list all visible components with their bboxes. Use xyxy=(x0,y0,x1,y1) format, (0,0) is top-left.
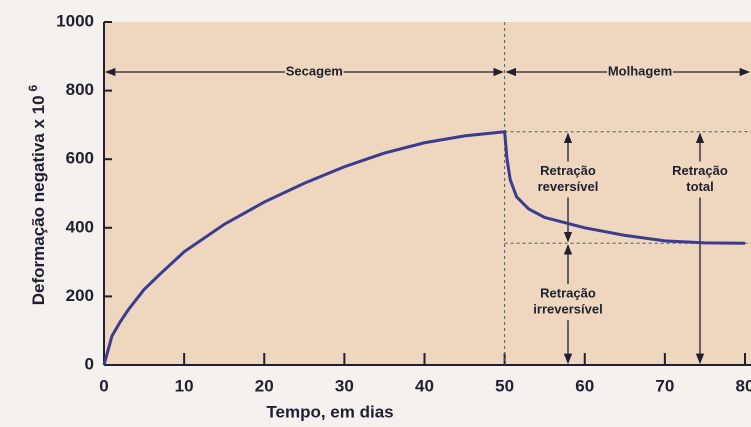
total-label: total xyxy=(686,179,713,194)
reversible-label-bg xyxy=(527,161,609,198)
x-tick-label: 60 xyxy=(575,376,594,395)
irreversible-label: irreversível xyxy=(533,302,602,317)
drying-label-bg xyxy=(285,62,344,82)
y-axis-label-exponent: 6 xyxy=(26,84,40,91)
reversible-label: reversível xyxy=(538,179,599,194)
data-line xyxy=(102,130,746,366)
x-tick-label: 20 xyxy=(255,376,274,395)
irreversible-label: Retração xyxy=(540,286,596,301)
x-tick-label: 70 xyxy=(655,376,674,395)
x-tick-label: 40 xyxy=(415,376,434,395)
wetting-label-bg xyxy=(607,62,673,82)
x-tick-label: 30 xyxy=(335,376,354,395)
y-tick-label: 600 xyxy=(66,149,94,168)
x-tick-label: 80 xyxy=(736,376,751,395)
x-tick-label: 10 xyxy=(175,376,194,395)
y-tick-label: 200 xyxy=(66,286,94,305)
y-axis-label: Deformação negativa x 10 6 xyxy=(26,84,48,305)
y-tick-label: 1000 xyxy=(56,11,94,30)
x-tick-label: 50 xyxy=(495,376,514,395)
total-label: Retração xyxy=(672,163,728,178)
wetting-label: Molhagem xyxy=(608,63,672,78)
y-tick-label: 0 xyxy=(85,354,94,373)
drying-label: Secagem xyxy=(286,63,343,78)
y-axis-label-text: Deformação negativa x 10 xyxy=(29,95,48,305)
x-axis-label: Tempo, em dias xyxy=(266,402,393,421)
reversible-label: Retração xyxy=(540,163,596,178)
y-tick-label: 400 xyxy=(66,217,94,236)
irreversible-label-bg xyxy=(520,284,616,321)
x-tick-label: 0 xyxy=(99,376,108,395)
y-tick-label: 800 xyxy=(66,80,94,99)
total-label-bg xyxy=(667,161,733,198)
